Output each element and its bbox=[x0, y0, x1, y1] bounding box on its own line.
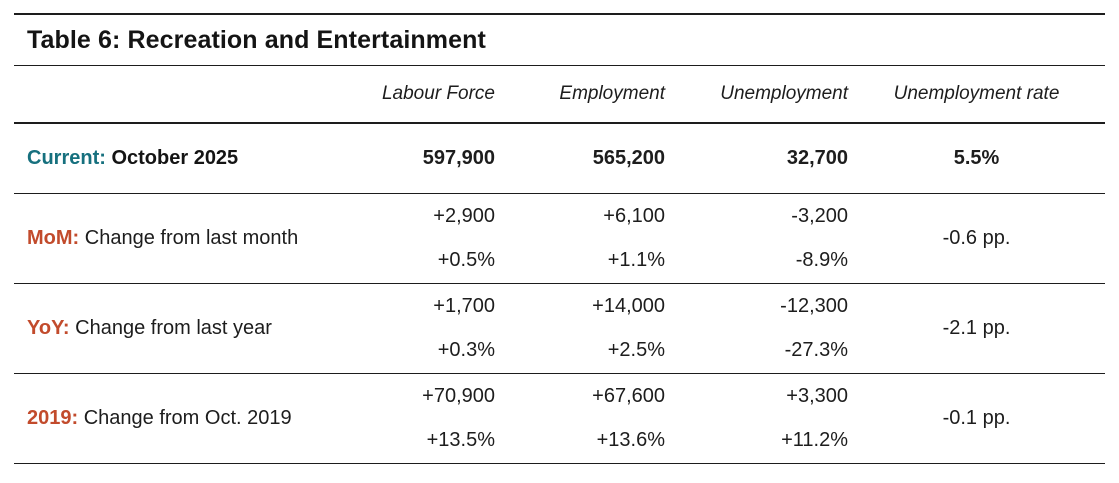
change-2019-row: 2019: Change from Oct. 2019 +70,900 +13.… bbox=[14, 373, 1105, 463]
current-labour-force-value: 597,900 bbox=[422, 146, 495, 169]
change-2019-unemployment-rate-change: -0.1 pp. bbox=[942, 406, 1011, 429]
column-header-employment: Employment bbox=[495, 66, 665, 124]
mom-employment-cell: +6,100 +1.1% bbox=[495, 193, 665, 283]
mom-description: Change from last month bbox=[84, 226, 299, 249]
change-2019-row-label: 2019: Change from Oct. 2019 bbox=[14, 373, 334, 463]
yoy-unemployment-rate-change: -2.1 pp. bbox=[942, 316, 1011, 339]
change-2019-employment-pct: +13.6% bbox=[596, 429, 665, 452]
mom-row-label: MoM: Change from last month bbox=[14, 193, 334, 283]
mom-labour-force-pct: +0.5% bbox=[437, 249, 495, 272]
mom-row: MoM: Change from last month +2,900 +0.5%… bbox=[14, 193, 1105, 283]
mom-employment-change: +6,100 bbox=[603, 204, 665, 227]
mom-unemployment-cell: -3,200 -8.9% bbox=[665, 193, 848, 283]
stats-table: Labour Force Employment Unemployment Une… bbox=[14, 66, 1105, 464]
change-2019-labour-force-pct: +13.5% bbox=[426, 429, 495, 452]
current-prefix: Current: bbox=[27, 146, 106, 169]
current-row-label: Current: October 2025 bbox=[14, 123, 334, 193]
yoy-employment-cell: +14,000 +2.5% bbox=[495, 283, 665, 373]
page-title: Table 6: Recreation and Entertainment bbox=[27, 25, 486, 54]
yoy-row: YoY: Change from last year +1,700 +0.3% … bbox=[14, 283, 1105, 373]
yoy-labour-force-pct: +0.3% bbox=[437, 339, 495, 362]
change-2019-unemployment-cell: +3,300 +11.2% bbox=[665, 373, 848, 463]
yoy-row-label: YoY: Change from last year bbox=[14, 283, 334, 373]
change-2019-labour-force-change: +70,900 bbox=[422, 384, 495, 407]
mom-prefix: MoM: bbox=[27, 226, 80, 249]
mom-labour-force-cell: +2,900 +0.5% bbox=[334, 193, 495, 283]
current-period: October 2025 bbox=[111, 146, 239, 169]
change-2019-employment-change: +67,600 bbox=[592, 384, 665, 407]
current-unemployment-rate-value: 5.5% bbox=[953, 146, 1000, 169]
mom-employment-pct: +1.1% bbox=[607, 249, 665, 272]
change-2019-description: Change from Oct. 2019 bbox=[83, 406, 292, 429]
change-2019-unemployment-pct: +11.2% bbox=[781, 429, 848, 452]
yoy-unemployment-pct: -27.3% bbox=[784, 339, 848, 362]
mom-unemployment-pct: -8.9% bbox=[795, 249, 848, 272]
yoy-unemployment-change: -12,300 bbox=[780, 294, 848, 317]
change-2019-prefix: 2019: bbox=[27, 406, 79, 429]
change-2019-employment-cell: +67,600 +13.6% bbox=[495, 373, 665, 463]
change-2019-labour-force-cell: +70,900 +13.5% bbox=[334, 373, 495, 463]
yoy-labour-force-change: +1,700 bbox=[433, 294, 495, 317]
current-row: Current: October 2025 597,900 565,200 32… bbox=[14, 123, 1105, 193]
yoy-unemployment-cell: -12,300 -27.3% bbox=[665, 283, 848, 373]
mom-unemployment-change: -3,200 bbox=[791, 204, 848, 227]
current-unemployment-value: 32,700 bbox=[786, 146, 848, 169]
table-title-block: Table 6: Recreation and Entertainment bbox=[14, 13, 1105, 66]
table-figure: Table 6: Recreation and Entertainment La… bbox=[14, 13, 1105, 464]
yoy-labour-force-cell: +1,700 +0.3% bbox=[334, 283, 495, 373]
change-2019-unemployment-change: +3,300 bbox=[786, 384, 848, 407]
column-header-unemployment-rate: Unemployment rate bbox=[848, 66, 1105, 124]
yoy-prefix: YoY: bbox=[27, 316, 70, 339]
mom-labour-force-change: +2,900 bbox=[433, 204, 495, 227]
yoy-description: Change from last year bbox=[75, 316, 272, 339]
yoy-employment-pct: +2.5% bbox=[607, 339, 665, 362]
column-header-row: Labour Force Employment Unemployment Une… bbox=[14, 66, 1105, 124]
column-header-unemployment: Unemployment bbox=[665, 66, 848, 124]
current-employment-value: 565,200 bbox=[592, 146, 665, 169]
column-header-empty bbox=[14, 66, 334, 124]
column-header-labour-force: Labour Force bbox=[334, 66, 495, 124]
mom-unemployment-rate-change: -0.6 pp. bbox=[942, 226, 1011, 249]
yoy-employment-change: +14,000 bbox=[592, 294, 665, 317]
